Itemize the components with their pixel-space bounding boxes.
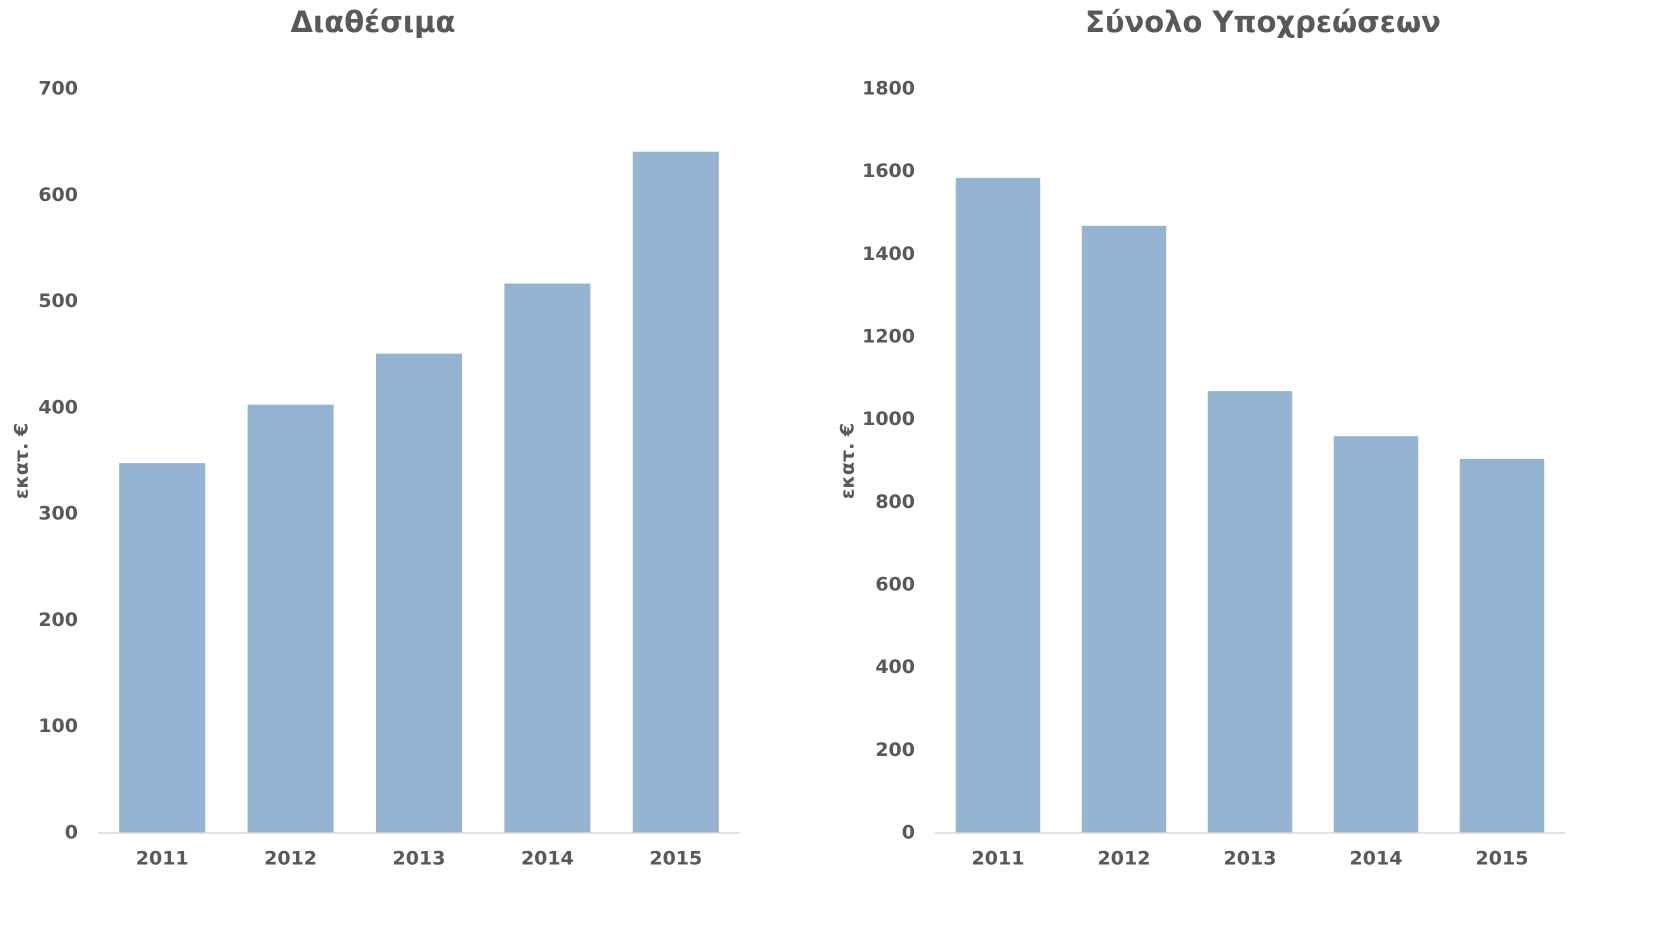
x-tick-label: 2014	[521, 848, 574, 870]
x-tick-label: 2011	[136, 848, 189, 870]
y-tick-label: 1400	[862, 243, 915, 265]
x-tick-label: 2015	[1476, 848, 1529, 870]
y-tick-label: 300	[38, 503, 78, 525]
y-tick-label: 1000	[862, 408, 915, 430]
x-tick-label: 2013	[393, 848, 446, 870]
bar	[1459, 458, 1545, 833]
bar	[632, 151, 719, 834]
y-tick-label: 100	[38, 715, 78, 737]
y-axis-label: εκατ. €	[11, 423, 33, 499]
bar	[247, 404, 334, 833]
y-tick-label: 700	[38, 78, 78, 100]
y-tick-label: 200	[875, 739, 915, 761]
chart-title: Σύνολο Υποχρεώσεων	[1085, 5, 1441, 39]
y-tick-label: 0	[902, 822, 915, 844]
bar	[375, 353, 463, 833]
x-tick-label: 2011	[972, 848, 1025, 870]
y-tick-label: 1600	[862, 160, 915, 182]
bar	[955, 177, 1041, 833]
y-tick-label: 1200	[862, 326, 915, 348]
y-tick-label: 400	[875, 656, 915, 678]
y-tick-label: 500	[38, 290, 78, 312]
chart-title: Διαθέσιμα	[291, 5, 456, 39]
y-tick-label: 800	[875, 491, 915, 513]
y-tick-label: 400	[38, 396, 78, 418]
bar	[1081, 225, 1167, 833]
y-tick-label: 600	[38, 184, 78, 206]
x-tick-label: 2013	[1224, 848, 1277, 870]
x-tick-label: 2012	[264, 848, 317, 870]
y-axis-label: εκατ. €	[837, 423, 859, 499]
bar	[119, 463, 206, 833]
y-tick-label: 0	[65, 822, 78, 844]
x-tick-label: 2012	[1098, 848, 1151, 870]
bar	[1207, 391, 1293, 833]
y-tick-label: 1800	[862, 78, 915, 100]
x-tick-label: 2015	[649, 848, 702, 870]
y-tick-label: 200	[38, 609, 78, 631]
x-tick-label: 2014	[1350, 848, 1403, 870]
bar	[1333, 436, 1419, 833]
y-tick-label: 600	[875, 574, 915, 596]
bar	[504, 283, 591, 833]
